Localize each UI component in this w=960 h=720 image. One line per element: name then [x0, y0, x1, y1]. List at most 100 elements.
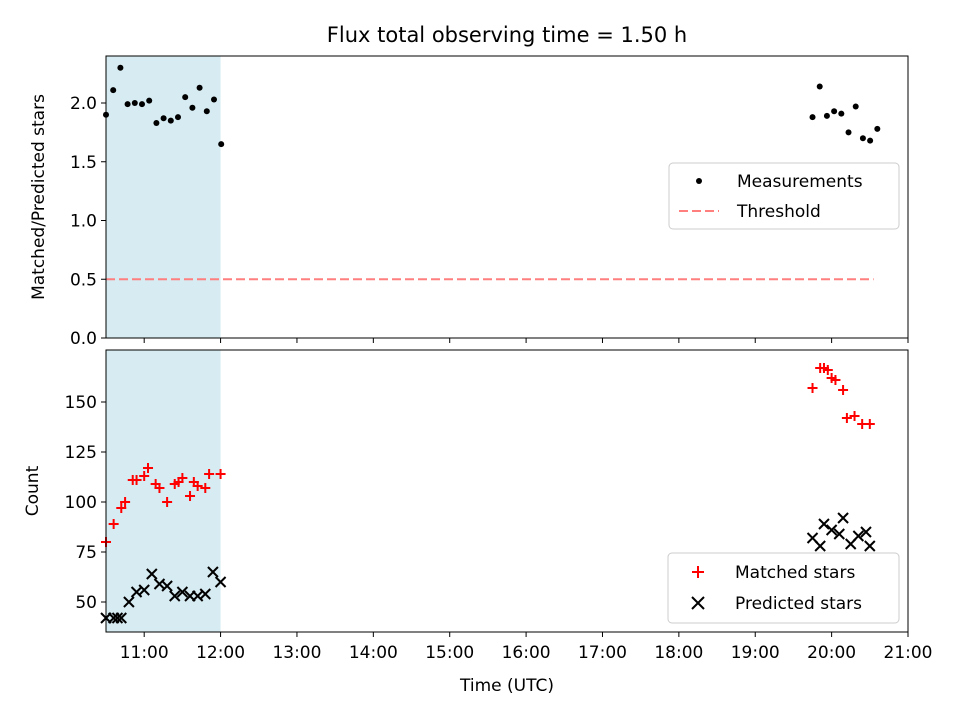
top-shaded-span	[106, 56, 221, 338]
matched-star-point	[108, 519, 119, 529]
top-legend-box	[668, 162, 900, 230]
top-y-tick-label: 1.0	[70, 212, 97, 232]
measurement-point	[182, 94, 189, 101]
measurement-point	[203, 108, 210, 115]
top-legend: Measurements Threshold	[668, 162, 900, 230]
predicted-star-point	[176, 586, 189, 598]
bottom-x-tick-label: 15:00	[425, 643, 474, 663]
measurement-point	[117, 64, 124, 71]
measurement-point	[146, 97, 153, 104]
bottom-x-axis: 11:00 12:00 13:00 14:00 15:00 16:00 17:00 18:00…	[120, 632, 933, 663]
matched-star-point	[192, 481, 203, 491]
legend-threshold-label: Threshold	[736, 202, 821, 222]
measurement-point	[196, 84, 203, 91]
top-y-tick-label: 2.0	[70, 94, 97, 114]
matched-star-point	[841, 413, 852, 423]
measurement-point	[859, 135, 866, 142]
bottom-y-tick-label: 75	[75, 543, 97, 563]
predicted-star-point	[837, 512, 849, 524]
measurement-point	[852, 103, 859, 110]
bottom-legend-box	[667, 552, 900, 624]
top-y-axis-label: Matched/Predicted stars	[29, 94, 49, 300]
measurement-point	[845, 129, 852, 136]
matched-star-point	[185, 491, 196, 501]
measurement-point	[823, 112, 830, 119]
measurement-point	[816, 83, 823, 90]
predicted-star-point	[111, 612, 124, 624]
measurement-point	[167, 117, 174, 124]
bottom-y-tick-label: 50	[75, 593, 97, 613]
legend-predicted-marker	[691, 596, 705, 610]
measurement-point	[838, 110, 845, 117]
bottom-y-tick-label: 150	[65, 393, 97, 413]
top-y-tick-label: 1.5	[70, 153, 97, 173]
matched-star-point	[162, 497, 173, 507]
measurement-point	[131, 100, 138, 106]
measurement-point	[189, 104, 196, 111]
predicted-star-point	[115, 612, 127, 624]
matched-star-point	[143, 463, 154, 473]
predicted-star-point	[169, 590, 181, 602]
measurement-point	[218, 141, 225, 148]
top-y-tick-label: 0.0	[70, 329, 97, 349]
matched-star-point	[200, 483, 211, 493]
predicted-star-point	[214, 576, 227, 588]
matched-star-point	[215, 469, 226, 479]
bottom-x-tick-label: 16:00	[502, 643, 551, 663]
bottom-plot-frame	[105, 349, 909, 633]
matched-star-point	[822, 365, 833, 375]
measurement-point	[175, 114, 181, 121]
bottom-y-tick-label: 125	[65, 443, 97, 463]
top-plot-frame	[105, 55, 909, 339]
legend-measurements-marker	[696, 178, 702, 184]
bottom-legend: Matched stars Predicted stars	[667, 552, 900, 624]
legend-predicted-label: Predicted stars	[735, 594, 862, 614]
measurement-point	[211, 96, 217, 103]
bottom-x-tick-label: 14:00	[349, 643, 398, 663]
measurement-point	[831, 108, 838, 115]
bottom-x-tick-label: 13:00	[272, 643, 321, 663]
matched-star-point	[120, 497, 131, 507]
x-axis-label: Time (UTC)	[459, 676, 554, 696]
predicted-star-point	[825, 524, 838, 536]
bottom-x-tick-label: 11:00	[120, 643, 169, 663]
matched-stars-points	[101, 363, 875, 547]
bottom-x-tick-label: 19:00	[731, 643, 780, 663]
predicted-star-point	[123, 596, 135, 608]
matched-star-point	[177, 473, 188, 483]
measurement-point	[153, 119, 160, 126]
matched-star-point	[154, 483, 165, 493]
predicted-star-point	[146, 568, 158, 580]
matched-star-point	[838, 385, 849, 395]
matched-star-point	[131, 475, 142, 485]
top-y-axis: 0.0 0.5 1.0 1.5 2.0	[70, 94, 106, 349]
predicted-star-point	[199, 588, 212, 600]
bottom-x-tick-label: 18:00	[654, 643, 703, 663]
measurement-point	[124, 101, 131, 108]
top-y-tick-label: 0.5	[70, 270, 97, 290]
matched-star-point	[864, 419, 875, 429]
predicted-star-point	[138, 584, 150, 596]
measurement-point	[867, 137, 874, 144]
bottom-y-tick-label: 100	[65, 493, 97, 513]
predicted-star-point	[864, 540, 876, 552]
bottom-shaded-span	[106, 350, 221, 632]
matched-star-point	[204, 469, 215, 479]
measurement-point	[110, 87, 117, 94]
bottom-x-tick-label: 17:00	[578, 643, 627, 663]
predicted-star-point	[833, 528, 845, 540]
matched-star-point	[830, 375, 841, 385]
matched-star-point	[849, 411, 860, 421]
chart-title: Flux total observing time = 1.50 h	[327, 23, 687, 47]
predicted-star-point	[814, 540, 826, 552]
matched-star-point	[139, 471, 150, 481]
measurement-points	[103, 64, 881, 148]
predicted-star-point	[207, 566, 219, 578]
bottom-y-axis-label: Count	[23, 465, 43, 516]
predicted-star-point	[818, 518, 830, 530]
bottom-x-tick-label: 20:00	[807, 643, 856, 663]
legend-measurements-label: Measurements	[737, 172, 863, 192]
matched-star-point	[807, 383, 818, 393]
